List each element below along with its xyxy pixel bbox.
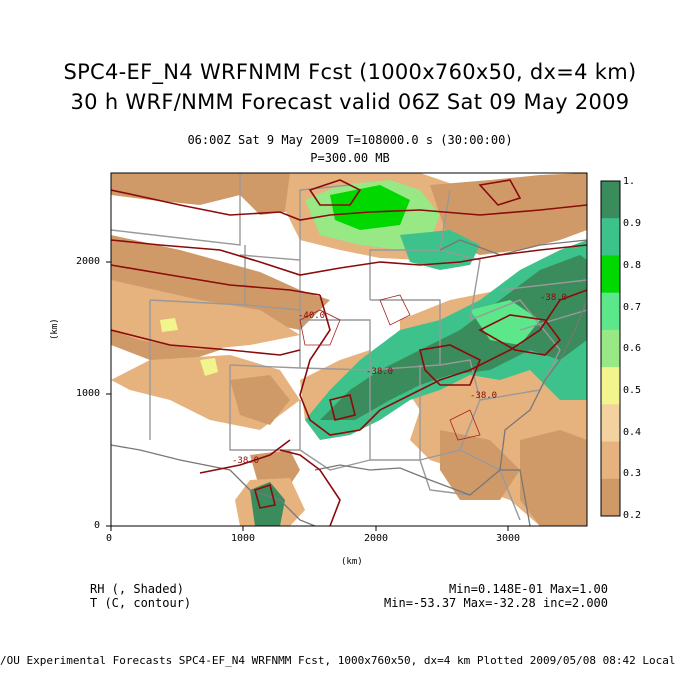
colorbar-segment bbox=[601, 404, 620, 443]
title-line-2: 30 h WRF/NMM Forecast valid 06Z Sat 09 M… bbox=[70, 90, 630, 114]
map-plot-area: -40.0 -38.0 -38.0 -38.0 -38.0 bbox=[111, 173, 587, 526]
colorbar-label-5: 0.6 bbox=[623, 343, 642, 354]
y-tick-1000: 1000 bbox=[76, 388, 101, 399]
temperature-contours-thin bbox=[299, 294, 481, 441]
colorbar bbox=[601, 181, 620, 517]
colorbar-segment bbox=[601, 367, 620, 405]
colorbar-frame bbox=[600, 180, 621, 517]
colorbar-label-8: 0.3 bbox=[623, 468, 642, 479]
legend-stats-rh: Min=0.148E-01 Max=1.00 bbox=[449, 582, 608, 596]
colorbar-segment bbox=[601, 181, 620, 219]
colorbar-segment bbox=[601, 292, 620, 331]
colorbar-segment bbox=[601, 218, 620, 256]
colorbar-segment bbox=[601, 329, 620, 368]
x-tick-2000: 2000 bbox=[364, 533, 389, 544]
colorbar-segment bbox=[601, 478, 620, 517]
y-tick-0: 0 bbox=[94, 520, 101, 531]
x-axis-unit: (km) bbox=[341, 557, 363, 567]
contour-label-2: -38.0 bbox=[366, 367, 393, 377]
contour-label-1: -40.0 bbox=[298, 311, 325, 321]
x-tick-1000: 1000 bbox=[231, 533, 256, 544]
temperature-contours bbox=[111, 179, 587, 526]
footer: /OU Experimental Forecasts SPC4-EF_N4 WR… bbox=[0, 654, 676, 667]
x-tick-0: 0 bbox=[106, 533, 113, 544]
title-line-1: SPC4-EF_N4 WRFNMM Fcst (1000x760x50, dx=… bbox=[63, 60, 637, 84]
x-tick-3000: 3000 bbox=[496, 533, 521, 544]
colorbar-label-7: 0.4 bbox=[623, 427, 642, 438]
colorbar-label-4: 0.7 bbox=[623, 302, 642, 313]
level-line: P=300.00 MB bbox=[310, 151, 390, 165]
colorbar-label-9: 0.2 bbox=[623, 510, 642, 521]
contour-label-3: -38.0 bbox=[232, 456, 259, 466]
colorbar-segment bbox=[601, 255, 620, 294]
time-line: 06:00Z Sat 9 May 2009 T=108000.0 s (30:0… bbox=[187, 133, 513, 147]
colorbar-label-3: 0.8 bbox=[623, 260, 642, 271]
legend-field-rh: RH (, Shaded) bbox=[90, 582, 184, 596]
colorbar-label-1: 1. bbox=[623, 176, 636, 187]
contour-label-4: -38.0 bbox=[470, 391, 497, 401]
state-borders bbox=[111, 173, 587, 521]
plot-frame bbox=[110, 172, 588, 527]
colorbar-label-2: 0.9 bbox=[623, 218, 642, 229]
axis-ticks bbox=[106, 261, 509, 531]
contour-label-5: -38.0 bbox=[540, 293, 567, 303]
colorbar-label-6: 0.5 bbox=[623, 385, 642, 396]
colorbar-segment bbox=[601, 441, 620, 480]
y-axis-unit: (km) bbox=[50, 318, 60, 340]
legend-field-t: T (C, contour) bbox=[90, 596, 192, 610]
legend-stats-t: Min=-53.37 Max=-32.28 inc=2.000 bbox=[384, 596, 608, 610]
y-tick-2000: 2000 bbox=[76, 256, 101, 267]
